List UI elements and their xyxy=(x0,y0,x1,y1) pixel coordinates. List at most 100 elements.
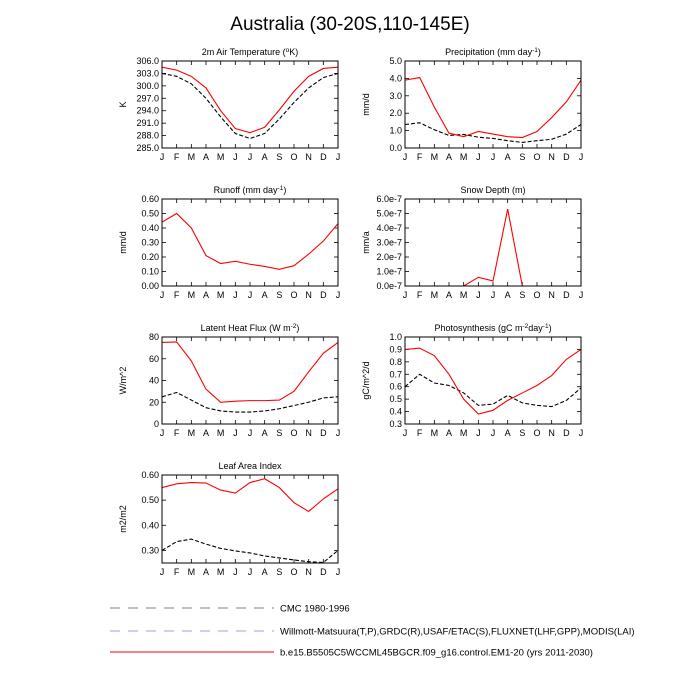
x-tick-label: M xyxy=(431,290,439,300)
x-tick-label: J xyxy=(160,428,165,438)
y-tick-label: 0.40 xyxy=(141,520,159,530)
panel-title: 2m Air Temperature (oK) xyxy=(202,47,299,57)
plot-frame xyxy=(161,474,339,564)
legend-label: CMC 1980-1996 xyxy=(280,604,350,615)
x-tick-label: F xyxy=(174,290,180,300)
x-tick-label: S xyxy=(276,152,282,162)
series-line-dashed xyxy=(162,391,338,413)
y-tick-label: 0.3 xyxy=(389,419,402,429)
y-axis-label: K xyxy=(118,101,128,107)
x-tick-label: O xyxy=(290,567,297,577)
series-group xyxy=(162,212,338,270)
panel-snow: Snow Depth (m) mm/a 0.0e-7 1.0e-7 2.0e-7 3.0e… xyxy=(361,185,583,300)
panel-title-text: ) xyxy=(283,185,286,195)
series-line-solid xyxy=(405,76,581,139)
plot-frame xyxy=(161,336,339,425)
y-tick-label: 288.0 xyxy=(136,131,159,141)
x-tick-label: A xyxy=(505,152,511,162)
y-tick-label: 5.0e-7 xyxy=(376,209,402,219)
panel-title-text: Precipitation (mm day xyxy=(445,47,533,57)
y-tick-label: 5.0 xyxy=(389,56,402,66)
plot-frame xyxy=(404,336,582,425)
x-tick-label: D xyxy=(320,567,327,577)
panel-title: Latent Heat Flux (W m-2) xyxy=(201,323,300,333)
x-tick-label: M xyxy=(217,567,225,577)
plot-frame xyxy=(404,198,582,287)
x-tick-label: F xyxy=(417,290,423,300)
y-tick-label: 0.30 xyxy=(141,545,159,555)
x-tick-label: J xyxy=(233,567,238,577)
x-tick-label: A xyxy=(203,428,209,438)
legend-label: b.e15.B5505C5WCCML45BGCR.f09_g16.control… xyxy=(280,648,593,659)
x-tick-label: J xyxy=(403,290,408,300)
x-tick-label: J xyxy=(476,290,481,300)
y-tick-label: 80 xyxy=(149,332,159,342)
series-group xyxy=(405,76,581,143)
x-tick-label: J xyxy=(491,152,496,162)
y-tick-label: 0.20 xyxy=(141,252,159,262)
panel-title: Runoff (mm day-1) xyxy=(214,185,287,195)
x-tick-label: A xyxy=(505,290,511,300)
y-tick-label: 297.0 xyxy=(136,93,159,103)
y-tick-label: 4.0e-7 xyxy=(376,223,402,233)
x-tick-label: F xyxy=(417,152,423,162)
y-axis-label: gC/m^2/d xyxy=(361,361,371,399)
panel-title-text: ) xyxy=(549,323,552,333)
y-axis-label: mm/d xyxy=(361,93,371,116)
x-tick-label: J xyxy=(476,428,481,438)
x-tick-label: O xyxy=(290,152,297,162)
panel-gpp: Photosynthesis (gC m-2day-1) gC/m^2/d 0.3 0… xyxy=(361,323,583,438)
x-tick-label: N xyxy=(548,152,555,162)
x-tick-label: J xyxy=(336,152,341,162)
panel-title-text: Photosynthesis (gC m xyxy=(434,323,522,333)
y-tick-label: 0.7 xyxy=(389,369,402,379)
x-tick-label: A xyxy=(262,567,268,577)
x-tick-label: D xyxy=(563,152,570,162)
panel-t2m: 2m Air Temperature (oK) K 285.0 288.0 291.0 2… xyxy=(118,47,340,162)
x-tick-label: M xyxy=(188,152,196,162)
legend-item: b.e15.B5505C5WCCML45BGCR.f09_g16.control… xyxy=(110,648,593,659)
x-tick-label: A xyxy=(446,290,452,300)
y-tick-label: 0.40 xyxy=(141,223,159,233)
series-line-dashed xyxy=(162,72,338,140)
x-tick-label: D xyxy=(320,152,327,162)
panel-title-text: Leaf Area Index xyxy=(218,461,282,471)
panel-title-text: 2m Air Temperature ( xyxy=(202,47,286,57)
y-tick-label: 1.0 xyxy=(389,332,402,342)
x-tick-label: J xyxy=(579,428,584,438)
x-tick-label: J xyxy=(248,152,253,162)
y-tick-label: 285.0 xyxy=(136,143,159,153)
panel-title: Precipitation (mm day-1) xyxy=(445,47,541,57)
x-tick-label: N xyxy=(548,428,555,438)
x-tick-label: N xyxy=(305,290,312,300)
y-tick-label: 0.0 xyxy=(389,143,402,153)
x-tick-label: A xyxy=(203,290,209,300)
x-tick-label: J xyxy=(336,567,341,577)
y-tick-label: 0.50 xyxy=(141,495,159,505)
y-tick-label: 0.5 xyxy=(389,394,402,404)
panel-title-text: Snow Depth (m) xyxy=(460,185,525,195)
y-tick-label: 0.8 xyxy=(389,357,402,367)
x-tick-label: A xyxy=(446,428,452,438)
x-tick-label: A xyxy=(203,152,209,162)
series-group xyxy=(162,478,338,563)
x-tick-label: A xyxy=(262,428,268,438)
x-tick-label: O xyxy=(533,428,540,438)
y-tick-label: 4.0 xyxy=(389,73,402,83)
x-tick-label: O xyxy=(290,290,297,300)
y-axis-label: W/m^2 xyxy=(118,367,128,395)
x-tick-label: M xyxy=(431,152,439,162)
plot-frame xyxy=(161,60,339,149)
y-axis-label: mm/d xyxy=(118,231,128,254)
y-tick-label: 0.60 xyxy=(141,194,159,204)
x-tick-label: D xyxy=(563,428,570,438)
x-tick-label: J xyxy=(248,290,253,300)
x-tick-label: S xyxy=(519,428,525,438)
x-tick-label: A xyxy=(262,290,268,300)
series-group xyxy=(162,341,338,413)
x-tick-label: J xyxy=(476,152,481,162)
x-tick-label: A xyxy=(446,152,452,162)
y-tick-label: 0.60 xyxy=(141,470,159,480)
